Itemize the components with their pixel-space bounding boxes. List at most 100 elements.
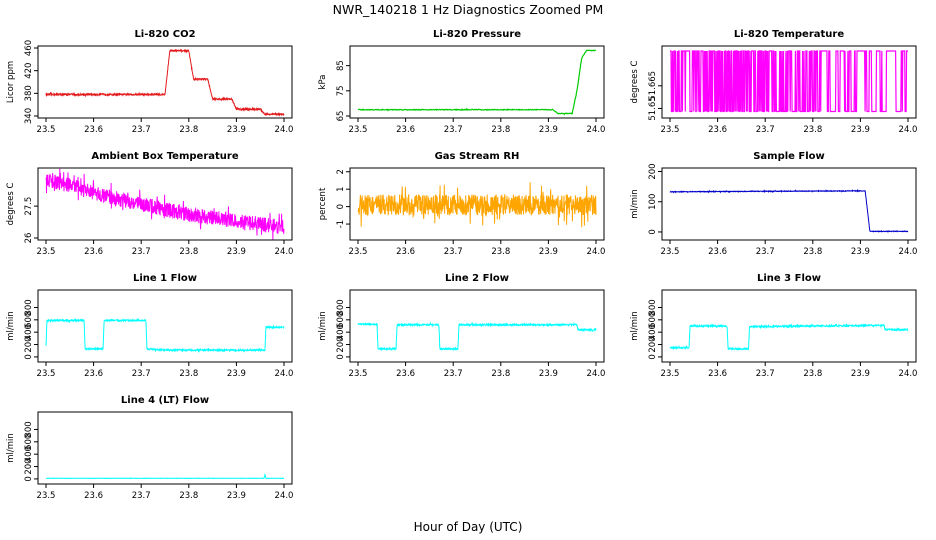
x-tick-label: 23.5 xyxy=(349,369,368,379)
x-tick-label: 23.9 xyxy=(539,369,558,379)
panel-8: Line 3 Flow 23.5 23.6 23.7 23.8 23.9 24.0 0 2004… xyxy=(630,273,917,379)
plot-frame xyxy=(37,411,293,485)
x-tick-label: 24.0 xyxy=(899,369,918,379)
x-tick-label: 23.5 xyxy=(661,125,680,135)
x-tick-label: 23.9 xyxy=(227,125,246,135)
x-tick-label: 23.8 xyxy=(803,369,822,379)
x-tick-label: 23.8 xyxy=(179,369,198,379)
panel-title: Li-820 Pressure xyxy=(433,29,521,40)
y-tick-label: 800 xyxy=(648,299,658,315)
y-tick-label: 380 xyxy=(24,85,34,101)
x-tick-label: 23.9 xyxy=(539,247,558,257)
x-tick-label: 24.0 xyxy=(275,369,294,379)
y-axis-label: Licor ppm xyxy=(6,61,16,103)
y-tick-label: 65 xyxy=(336,111,346,122)
y-tick-label: 51.665 xyxy=(648,71,658,101)
panel-1: Li-820 Pressure 23.5 23.6 23.7 23.8 23.9 24.0 6… xyxy=(318,29,605,135)
series-line xyxy=(45,48,285,117)
y-tick-label: 400 xyxy=(24,324,34,340)
y-axis-label: ml/min xyxy=(6,311,16,341)
plot-frame xyxy=(349,45,605,119)
y-tick-label: 27.5 xyxy=(24,197,34,216)
y-tick-label: 1 xyxy=(336,186,346,191)
panel-2: Li-820 Temperature 23.5 23.6 23.7 23.8 23.9 24… xyxy=(630,29,917,135)
panel-title: Li-820 CO2 xyxy=(134,29,195,40)
y-tick-label: 600 xyxy=(24,312,34,328)
plot-frame xyxy=(661,45,917,119)
x-tick-label: 24.0 xyxy=(275,247,294,257)
y-tick-label: 75 xyxy=(336,85,346,96)
x-tick-label: 23.7 xyxy=(132,125,151,135)
y-tick-label: 0 xyxy=(336,204,346,209)
y-tick-label: 100 xyxy=(648,194,658,210)
x-tick-label: 24.0 xyxy=(587,247,606,257)
panel-title: Line 1 Flow xyxy=(133,273,197,284)
panel-7: Line 2 Flow 23.5 23.6 23.7 23.8 23.9 24.0 0 2004… xyxy=(318,273,605,379)
panel-4: Gas Stream RH 23.5 23.6 23.7 23.8 23.9 24.0 -1 0… xyxy=(318,151,605,257)
x-tick-label: 23.8 xyxy=(179,247,198,257)
x-tick-label: 23.6 xyxy=(396,369,415,379)
x-tick-label: 23.9 xyxy=(227,369,246,379)
x-tick-label: 23.7 xyxy=(132,247,151,257)
x-tick-label: 23.5 xyxy=(37,369,56,379)
x-tick-label: 23.7 xyxy=(756,125,775,135)
x-tick-label: 23.9 xyxy=(851,369,870,379)
y-tick-label: 800 xyxy=(24,299,34,315)
y-tick-label: 800 xyxy=(24,421,34,437)
x-tick-label: 23.6 xyxy=(84,125,103,135)
y-tick-label: 200 xyxy=(24,336,34,352)
x-tick-label: 23.6 xyxy=(708,125,727,135)
y-tick-label: 600 xyxy=(648,312,658,328)
y-tick-label: 400 xyxy=(648,324,658,340)
x-tick-label: 23.7 xyxy=(132,491,151,501)
series-line xyxy=(357,182,597,228)
y-tick-label: 420 xyxy=(24,63,34,79)
x-tick-label: 23.6 xyxy=(396,125,415,135)
x-tick-label: 23.8 xyxy=(803,125,822,135)
plot-frame xyxy=(349,167,605,241)
panel-title: Sample Flow xyxy=(753,151,825,162)
panels: Li-820 CO2 23.5 23.6 23.7 23.8 23.9 24.0 340 380… xyxy=(6,29,917,501)
x-tick-label: 23.9 xyxy=(539,125,558,135)
panel-3: Ambient Box Temperature 23.5 23.6 23.7 23.8 2… xyxy=(6,151,293,257)
y-axis-label: ml/min xyxy=(630,189,640,219)
x-tick-label: 23.7 xyxy=(132,369,151,379)
panel-title: Gas Stream RH xyxy=(435,151,520,162)
x-tick-label: 23.5 xyxy=(37,247,56,257)
plot-frame xyxy=(349,289,605,363)
y-axis-label: ml/min xyxy=(6,433,16,463)
plot-frame xyxy=(37,45,293,119)
y-axis-label: ml/min xyxy=(318,311,328,341)
x-tick-label: 23.9 xyxy=(851,247,870,257)
panel-title: Line 2 Flow xyxy=(445,273,509,284)
x-tick-label: 23.8 xyxy=(803,247,822,257)
y-tick-label: 85 xyxy=(336,60,346,71)
panel-6: Line 1 Flow 23.5 23.6 23.7 23.8 23.9 24.0 0 2004… xyxy=(6,273,293,379)
series-line xyxy=(669,323,909,352)
plot-frame xyxy=(661,289,917,363)
series-line xyxy=(45,472,285,480)
figure-title: NWR_140218 1 Hz Diagnostics Zoomed PM xyxy=(333,2,604,17)
x-tick-label: 23.8 xyxy=(179,491,198,501)
y-tick-label: 400 xyxy=(24,446,34,462)
y-tick-label: 200 xyxy=(648,163,658,179)
series-line xyxy=(669,188,909,233)
x-tick-label: 23.5 xyxy=(349,125,368,135)
x-tick-label: 23.5 xyxy=(37,125,56,135)
x-tick-label: 23.9 xyxy=(851,125,870,135)
y-tick-label: 200 xyxy=(24,458,34,474)
y-axis-label: kPa xyxy=(318,75,328,90)
panel-0: Li-820 CO2 23.5 23.6 23.7 23.8 23.9 24.0 340 380… xyxy=(6,29,293,135)
plot-frame xyxy=(37,167,293,241)
x-tick-label: 23.6 xyxy=(396,247,415,257)
y-tick-label: 51.65 xyxy=(648,96,658,120)
x-tick-label: 23.5 xyxy=(661,369,680,379)
y-tick-label: 0 xyxy=(24,354,34,359)
y-axis-label: degrees C xyxy=(630,61,640,104)
x-tick-label: 23.8 xyxy=(491,247,510,257)
y-tick-label: 26 xyxy=(24,233,34,244)
x-tick-label: 23.9 xyxy=(227,491,246,501)
x-tick-label: 23.6 xyxy=(84,247,103,257)
x-tick-label: 23.8 xyxy=(491,369,510,379)
